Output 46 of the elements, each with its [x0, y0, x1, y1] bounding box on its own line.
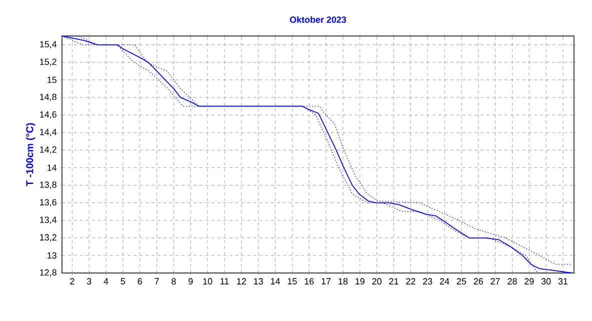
x-tick-label: 10 [203, 278, 212, 285]
x-tick-label: 26 [474, 278, 483, 285]
y-tick-label: 14,2 [40, 146, 56, 154]
x-tick-label: 28 [508, 278, 517, 285]
x-tick-label: 15 [288, 278, 297, 284]
x-tick-label: 21 [389, 278, 398, 284]
x-tick-label: 16 [304, 278, 314, 285]
y-axis-title: T -100cm (°C) [26, 123, 36, 186]
y-tick-label: 15 [48, 76, 56, 84]
x-tick-label: 2 [70, 278, 74, 284]
y-tick-label: 14,4 [40, 128, 57, 136]
x-tick-label: 20 [372, 278, 382, 285]
y-tick-label: 13,6 [40, 199, 56, 206]
x-tick-label: 13 [254, 278, 263, 285]
y-tick-label: 13 [48, 252, 56, 259]
x-tick-label: 31 [558, 278, 568, 285]
y-tick-label: 14,8 [40, 94, 56, 102]
x-tick-label: 5 [120, 278, 126, 284]
y-tick-label: 15,4 [40, 41, 57, 48]
y-tick-label: 14 [48, 164, 57, 171]
x-tick-label: 18 [338, 278, 348, 285]
x-tick-label: 9 [188, 278, 193, 285]
x-tick-label: 14 [270, 278, 280, 284]
x-tick-label: 11 [220, 278, 229, 284]
x-tick-label: 19 [356, 278, 364, 285]
x-tick-label: 25 [456, 278, 466, 285]
x-tick-label: 29 [524, 278, 534, 285]
y-tick-label: 13,2 [40, 234, 56, 242]
x-tick-label: 8 [172, 278, 176, 285]
x-tick-label: 3 [86, 278, 92, 285]
chart-title: Oktober 2023 [290, 16, 346, 23]
x-tick-label: 4 [104, 278, 108, 284]
x-tick-label: 22 [406, 278, 416, 284]
x-tick-label: 17 [322, 278, 331, 284]
x-tick-label: 30 [541, 278, 551, 285]
y-tick-label: 14,6 [40, 111, 56, 119]
x-tick-label: 7 [154, 278, 159, 284]
y-tick-label: 13,4 [40, 216, 57, 224]
x-tick-label: 23 [423, 278, 432, 285]
x-tick-label: 27 [490, 278, 500, 284]
x-tick-label: 24 [440, 278, 450, 284]
y-tick-label: 15,2 [40, 58, 56, 66]
x-tick-label: 6 [138, 278, 142, 285]
y-tick-label: 12,8 [40, 269, 56, 277]
x-tick-label: 12 [237, 278, 246, 284]
y-tick-label: 13,8 [40, 182, 56, 189]
